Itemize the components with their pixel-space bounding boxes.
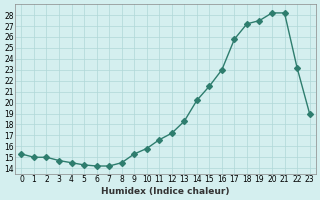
X-axis label: Humidex (Indice chaleur): Humidex (Indice chaleur) [101, 187, 230, 196]
